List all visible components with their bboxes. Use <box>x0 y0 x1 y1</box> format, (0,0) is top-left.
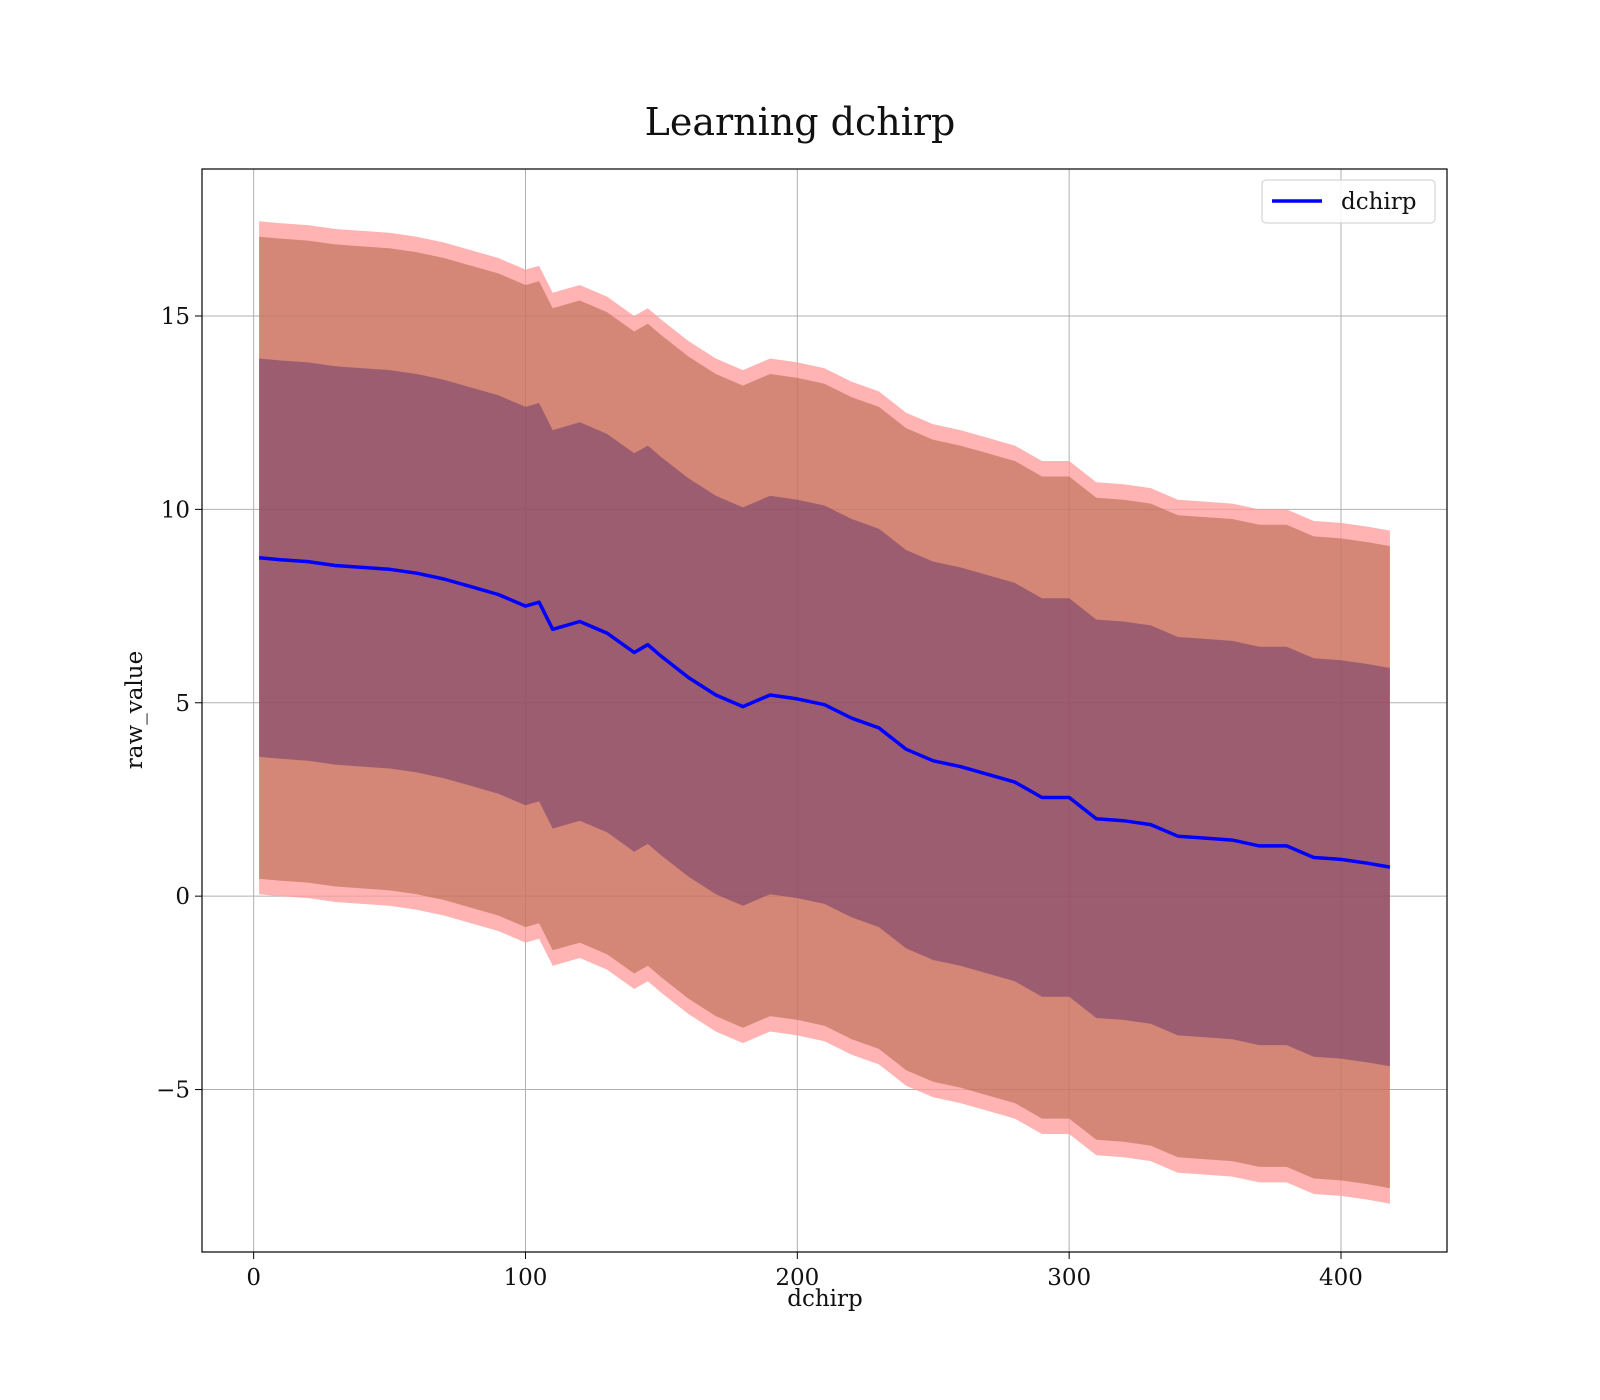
axes-frame <box>201 168 1448 1253</box>
band-middle <box>259 236 1390 1189</box>
x-tick-label: 0 <box>246 1265 261 1291</box>
band-inner <box>259 358 1390 1067</box>
y-tick-label: −5 <box>156 1078 190 1104</box>
x-tick-label: 100 <box>504 1265 548 1291</box>
y-axis-label: raw_value <box>122 650 148 770</box>
legend: dchirp <box>1261 179 1436 224</box>
y-tick-label: 5 <box>175 691 190 717</box>
series-lines <box>258 555 1391 869</box>
x-tick-label: 300 <box>1047 1265 1091 1291</box>
series-line-dchirp <box>258 555 1391 869</box>
y-tick-label: 15 <box>161 304 190 330</box>
x-axis-label: dchirp <box>787 1286 863 1312</box>
y-tick-label: 10 <box>161 497 190 523</box>
legend-box <box>1261 179 1436 224</box>
legend-label-dchirp: dchirp <box>1341 189 1417 215</box>
band-outer <box>259 221 1390 1204</box>
axis-ticks: 0 100 200 300 400 −5 0 5 10 15 <box>156 304 1363 1291</box>
x-tick-label: 400 <box>1319 1265 1363 1291</box>
x-tick-label: 200 <box>775 1265 819 1291</box>
y-tick-label: 0 <box>175 884 190 910</box>
confidence-bands <box>259 221 1390 1204</box>
chart-title: Learning dchirp <box>644 100 956 144</box>
